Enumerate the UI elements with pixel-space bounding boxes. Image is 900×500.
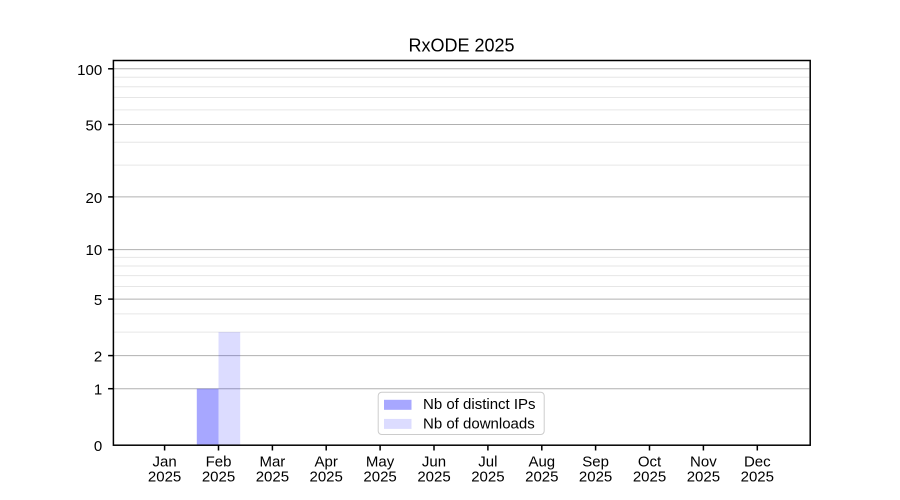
svg-text:2025: 2025 <box>633 468 666 485</box>
svg-text:2025: 2025 <box>687 468 720 485</box>
svg-text:Dec: Dec <box>744 453 771 470</box>
svg-text:RxODE 2025: RxODE 2025 <box>408 35 514 55</box>
svg-text:10: 10 <box>86 242 103 259</box>
svg-text:1: 1 <box>94 382 102 399</box>
svg-text:2025: 2025 <box>363 468 396 485</box>
svg-text:2025: 2025 <box>256 468 289 485</box>
svg-text:Nov: Nov <box>690 453 717 470</box>
svg-text:100: 100 <box>77 62 102 79</box>
svg-text:Oct: Oct <box>638 453 662 470</box>
svg-text:2025: 2025 <box>202 468 235 485</box>
svg-text:2025: 2025 <box>741 468 774 485</box>
svg-text:2025: 2025 <box>310 468 343 485</box>
svg-text:2025: 2025 <box>417 468 450 485</box>
svg-text:Apr: Apr <box>315 453 338 470</box>
svg-text:Jan: Jan <box>153 453 177 470</box>
svg-text:0: 0 <box>94 438 102 455</box>
svg-text:Aug: Aug <box>528 453 555 470</box>
svg-text:May: May <box>366 453 395 470</box>
svg-text:Nb of downloads: Nb of downloads <box>423 416 535 433</box>
svg-text:2025: 2025 <box>471 468 504 485</box>
svg-text:2: 2 <box>94 349 102 366</box>
svg-text:5: 5 <box>94 292 102 309</box>
svg-text:2025: 2025 <box>525 468 558 485</box>
svg-text:Mar: Mar <box>259 453 285 470</box>
svg-text:Nb of distinct IPs: Nb of distinct IPs <box>423 396 536 413</box>
svg-text:Sep: Sep <box>582 453 609 470</box>
svg-text:2025: 2025 <box>148 468 181 485</box>
svg-text:20: 20 <box>86 190 103 207</box>
svg-text:2025: 2025 <box>579 468 612 485</box>
svg-text:Jun: Jun <box>422 453 446 470</box>
svg-text:Feb: Feb <box>206 453 232 470</box>
svg-text:50: 50 <box>86 118 103 135</box>
svg-text:Jul: Jul <box>478 453 497 470</box>
